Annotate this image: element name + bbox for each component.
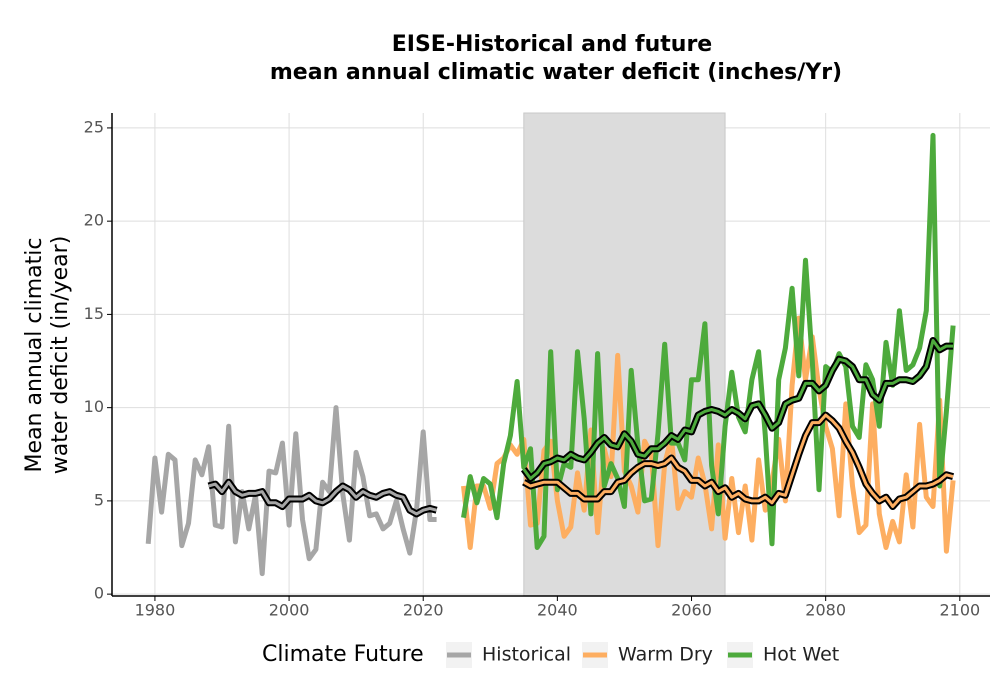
legend-label: Warm Dry <box>618 644 713 666</box>
smooth-line <box>208 480 437 516</box>
y-tick-label: 10 <box>84 397 104 416</box>
y-axis-label: Mean annual climatic <box>22 238 47 473</box>
y-tick-label: 5 <box>94 490 104 509</box>
legend-label: Hot Wet <box>763 644 839 666</box>
legend-title: Climate Future <box>262 642 424 667</box>
x-tick-label: 1980 <box>135 601 176 620</box>
y-tick-label: 20 <box>84 211 104 230</box>
y-tick-label: 15 <box>84 304 104 323</box>
chart-title: mean annual climatic water deficit (inch… <box>270 60 842 85</box>
x-tick-label: 2020 <box>403 601 444 620</box>
y-tick-label: 0 <box>94 584 104 603</box>
shaded-region <box>523 112 726 597</box>
x-tick-label: 2060 <box>671 601 712 620</box>
chart-title: EISE-Historical and future <box>392 32 712 57</box>
y-axis-label: water deficit (in/year) <box>48 236 73 475</box>
x-tick-label: 2100 <box>939 601 980 620</box>
x-tick-label: 2080 <box>805 601 846 620</box>
legend-label: Historical <box>482 644 571 666</box>
y-tick-label: 25 <box>84 117 104 136</box>
smooth-line <box>523 413 954 508</box>
x-tick-label: 2000 <box>269 601 310 620</box>
series-line <box>145 405 437 577</box>
smooth-line <box>522 339 954 480</box>
series-line <box>461 132 956 550</box>
x-tick-label: 2040 <box>537 601 578 620</box>
